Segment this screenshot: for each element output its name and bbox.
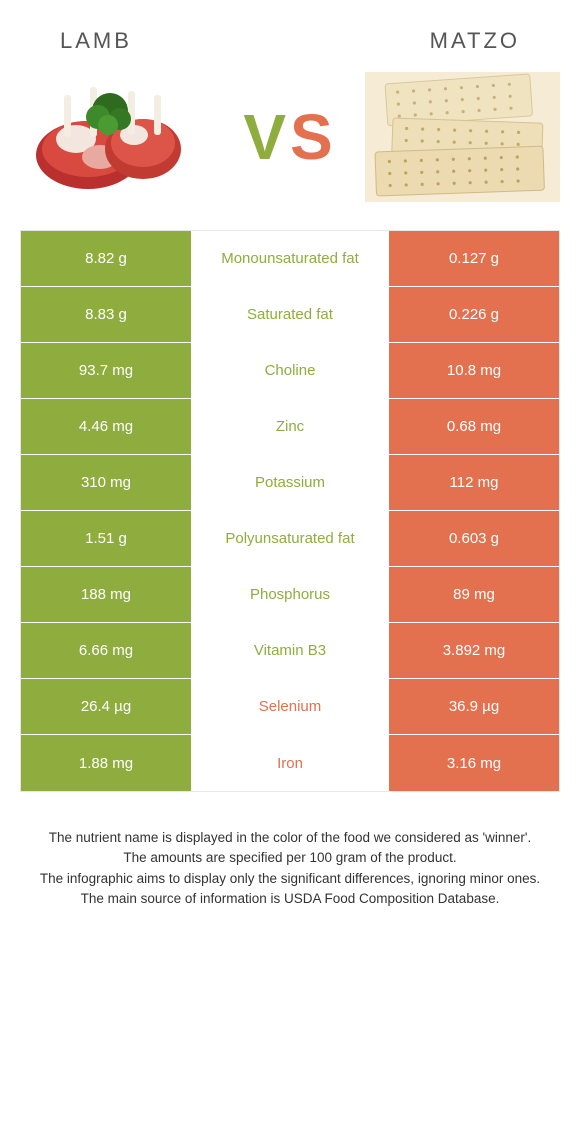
left-value-cell: 188 mg — [21, 567, 191, 622]
left-value-cell: 8.83 g — [21, 287, 191, 342]
footer-line-4: The main source of information is USDA F… — [30, 889, 550, 909]
table-row: 4.46 mgZinc0.68 mg — [21, 399, 559, 455]
left-value-cell: 26.4 µg — [21, 679, 191, 734]
right-value-cell: 36.9 µg — [389, 679, 559, 734]
right-value-cell: 3.16 mg — [389, 735, 559, 791]
nutrient-label-cell: Saturated fat — [191, 287, 389, 342]
right-value-cell: 112 mg — [389, 455, 559, 510]
table-row: 310 mgPotassium112 mg — [21, 455, 559, 511]
vs-label: VS — [243, 105, 336, 169]
nutrient-label-cell: Choline — [191, 343, 389, 398]
vs-v: V — [243, 105, 290, 169]
left-value-cell: 4.46 mg — [21, 399, 191, 454]
left-value-cell: 310 mg — [21, 455, 191, 510]
right-value-cell: 3.892 mg — [389, 623, 559, 678]
table-row: 93.7 mgCholine10.8 mg — [21, 343, 559, 399]
table-row: 1.88 mgIron3.16 mg — [21, 735, 559, 791]
nutrient-label-cell: Vitamin B3 — [191, 623, 389, 678]
header: Lamb Matzo — [0, 0, 580, 54]
footer-notes: The nutrient name is displayed in the co… — [30, 828, 550, 909]
matzo-image — [365, 72, 560, 202]
nutrient-label-cell: Potassium — [191, 455, 389, 510]
images-row: VS — [0, 54, 580, 230]
nutrient-label-cell: Monounsaturated fat — [191, 231, 389, 286]
footer-line-2: The amounts are specified per 100 gram o… — [30, 848, 550, 868]
nutrient-label-cell: Phosphorus — [191, 567, 389, 622]
left-value-cell: 93.7 mg — [21, 343, 191, 398]
left-food-title: Lamb — [60, 28, 132, 54]
nutrient-label-cell: Polyunsaturated fat — [191, 511, 389, 566]
right-food-title: Matzo — [430, 28, 520, 54]
table-row: 8.83 gSaturated fat0.226 g — [21, 287, 559, 343]
right-value-cell: 0.68 mg — [389, 399, 559, 454]
table-row: 1.51 gPolyunsaturated fat0.603 g — [21, 511, 559, 567]
right-value-cell: 10.8 mg — [389, 343, 559, 398]
vs-s: S — [290, 105, 337, 169]
footer-line-3: The infographic aims to display only the… — [30, 869, 550, 889]
table-row: 8.82 gMonounsaturated fat0.127 g — [21, 231, 559, 287]
left-value-cell: 8.82 g — [21, 231, 191, 286]
table-row: 188 mgPhosphorus89 mg — [21, 567, 559, 623]
right-value-cell: 0.226 g — [389, 287, 559, 342]
left-value-cell: 1.88 mg — [21, 735, 191, 791]
table-row: 6.66 mgVitamin B33.892 mg — [21, 623, 559, 679]
right-value-cell: 0.603 g — [389, 511, 559, 566]
table-row: 26.4 µgSelenium36.9 µg — [21, 679, 559, 735]
comparison-table: 8.82 gMonounsaturated fat0.127 g8.83 gSa… — [20, 230, 560, 792]
nutrient-label-cell: Iron — [191, 735, 389, 791]
lamb-image — [20, 72, 215, 202]
left-value-cell: 6.66 mg — [21, 623, 191, 678]
nutrient-label-cell: Zinc — [191, 399, 389, 454]
nutrient-label-cell: Selenium — [191, 679, 389, 734]
left-value-cell: 1.51 g — [21, 511, 191, 566]
footer-line-1: The nutrient name is displayed in the co… — [30, 828, 550, 848]
right-value-cell: 0.127 g — [389, 231, 559, 286]
right-value-cell: 89 mg — [389, 567, 559, 622]
